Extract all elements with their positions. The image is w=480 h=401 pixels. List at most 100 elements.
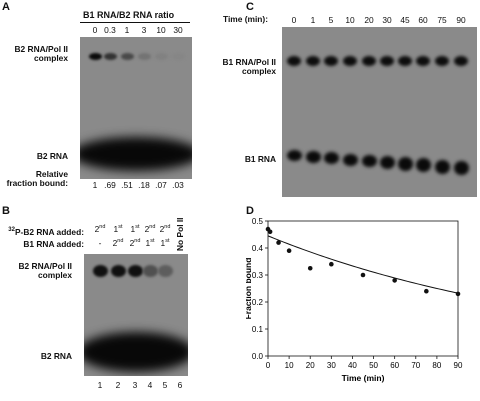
- b-row1-value: 2nd: [94, 224, 106, 234]
- x-tick-label: 20: [306, 361, 315, 370]
- x-tick-label: 90: [454, 361, 463, 370]
- panel-b-row2-label: B1 RNA added:: [23, 239, 84, 249]
- x-tick-label: 80: [432, 361, 441, 370]
- free-band: [379, 156, 395, 169]
- time-label: 0: [291, 15, 297, 25]
- y-tick-label: 0.2: [252, 298, 264, 307]
- x-tick-label: 40: [348, 361, 357, 370]
- ratio-label: 30: [173, 25, 183, 35]
- plot-frame: [267, 220, 459, 357]
- time-label: 90: [456, 15, 466, 25]
- b-row2-value: 2nd: [112, 238, 124, 248]
- complex-band: [380, 56, 394, 66]
- complex-band: [154, 53, 168, 60]
- ratio-label: 10: [156, 25, 166, 35]
- complex-band: [324, 56, 338, 66]
- complex-band: [171, 53, 185, 60]
- x-tick-label: 70: [411, 361, 420, 370]
- data-point: [360, 272, 366, 278]
- complex-band: [416, 56, 430, 66]
- complex-band: [92, 265, 108, 277]
- b-row1-value: 1st: [130, 224, 140, 234]
- panel-a-free-label: B2 RNA: [36, 151, 68, 161]
- data-point: [276, 240, 281, 245]
- complex-band: [306, 56, 320, 66]
- data-point: [392, 278, 397, 283]
- lane-number: 3: [132, 380, 138, 390]
- time-label: 45: [400, 15, 410, 25]
- data-point: [307, 265, 313, 271]
- panel-d-letter: D: [246, 205, 254, 217]
- complex-band: [127, 265, 143, 277]
- complex-band: [435, 56, 449, 66]
- lane-number: 6: [177, 380, 183, 390]
- b-row2-value: 1st: [145, 238, 155, 248]
- free-band: [415, 158, 431, 173]
- panel-c-letter: C: [246, 1, 254, 13]
- ratio-label: 0.3: [104, 25, 116, 35]
- time-label: 1: [310, 15, 316, 25]
- b-row2-value: 2nd: [129, 238, 141, 248]
- complex-band: [362, 56, 376, 66]
- complex-band: [157, 265, 173, 277]
- free-band: [361, 154, 377, 168]
- complex-band: [103, 53, 117, 60]
- b-row2-value: 1st: [160, 238, 170, 248]
- free-band: [286, 150, 302, 161]
- x-tick-label: 0: [266, 361, 271, 370]
- complex-band: [120, 53, 134, 60]
- free-band: [305, 151, 321, 163]
- b-row1-value: 1st: [113, 224, 123, 234]
- gel-image-a: [80, 37, 192, 179]
- fraction-bound-chart: 0.0 0.1 0.2 0.3 0.4 0.5 0 10 20 30 40 50 60 70 80 90 Tim…: [246, 217, 463, 383]
- panel-a-fraction-label: Relative fraction bound:: [6, 169, 68, 188]
- panel-c-complex-label: B1 RNA/Pol II complex: [222, 57, 276, 76]
- free-band: [342, 153, 358, 166]
- time-label: 30: [382, 15, 392, 25]
- data-point: [424, 288, 429, 294]
- time-label: 20: [364, 15, 374, 25]
- data-point: [286, 248, 292, 253]
- time-label: 5: [328, 15, 334, 25]
- complex-band: [287, 56, 301, 66]
- panel-c-free-label: B1 RNA: [244, 154, 276, 164]
- ratio-label: 0: [92, 25, 98, 35]
- panel-b-free-label: B2 RNA: [40, 351, 72, 361]
- x-axis-title: Time (min): [342, 373, 385, 383]
- panel-a-complex-label: B2 RNA/Pol II complex: [14, 44, 68, 63]
- y-tick-label: 0.0: [252, 352, 264, 361]
- free-band: [397, 157, 413, 171]
- y-tick-label: 0.1: [252, 325, 264, 334]
- panel-b-letter: B: [2, 205, 10, 217]
- y-tick-label: 0.5: [252, 217, 264, 226]
- lane-number: 1: [97, 380, 103, 390]
- gel-b-free-band: [84, 332, 188, 372]
- b-row1-value: 2nd: [144, 224, 156, 234]
- fraction-value: .69: [104, 180, 116, 190]
- x-tick-label: 50: [369, 361, 378, 370]
- fraction-value: .18: [138, 180, 150, 190]
- b-row1-value: 2nd: [159, 224, 171, 234]
- complex-band: [454, 56, 468, 66]
- panel-b-complex-label: B2 RNA/Pol II complex: [18, 261, 72, 280]
- free-band: [323, 152, 339, 165]
- panel-c-time-label: Time (min):: [223, 14, 268, 24]
- b-row2-value: -: [98, 238, 102, 248]
- time-label: 60: [418, 15, 428, 25]
- gel-a-free-band: [80, 137, 192, 171]
- lane-number: 2: [115, 380, 121, 390]
- y-tick-label: 0.3: [252, 271, 264, 280]
- panel-a-header-rule: [80, 22, 190, 23]
- fit-curve: [267, 235, 459, 294]
- y-tick-label: 0.4: [252, 244, 264, 253]
- panel-a-header: B1 RNA/B2 RNA ratio: [83, 10, 175, 20]
- fraction-value: .07: [155, 180, 167, 190]
- panel-a-letter: A: [2, 1, 10, 13]
- complex-band: [343, 56, 357, 66]
- x-tick-label: 10: [285, 361, 294, 370]
- free-band: [434, 159, 450, 174]
- x-tick-label: 30: [327, 361, 336, 370]
- data-point: [267, 229, 273, 235]
- gel-image-c: [282, 27, 477, 197]
- complex-band: [398, 56, 412, 66]
